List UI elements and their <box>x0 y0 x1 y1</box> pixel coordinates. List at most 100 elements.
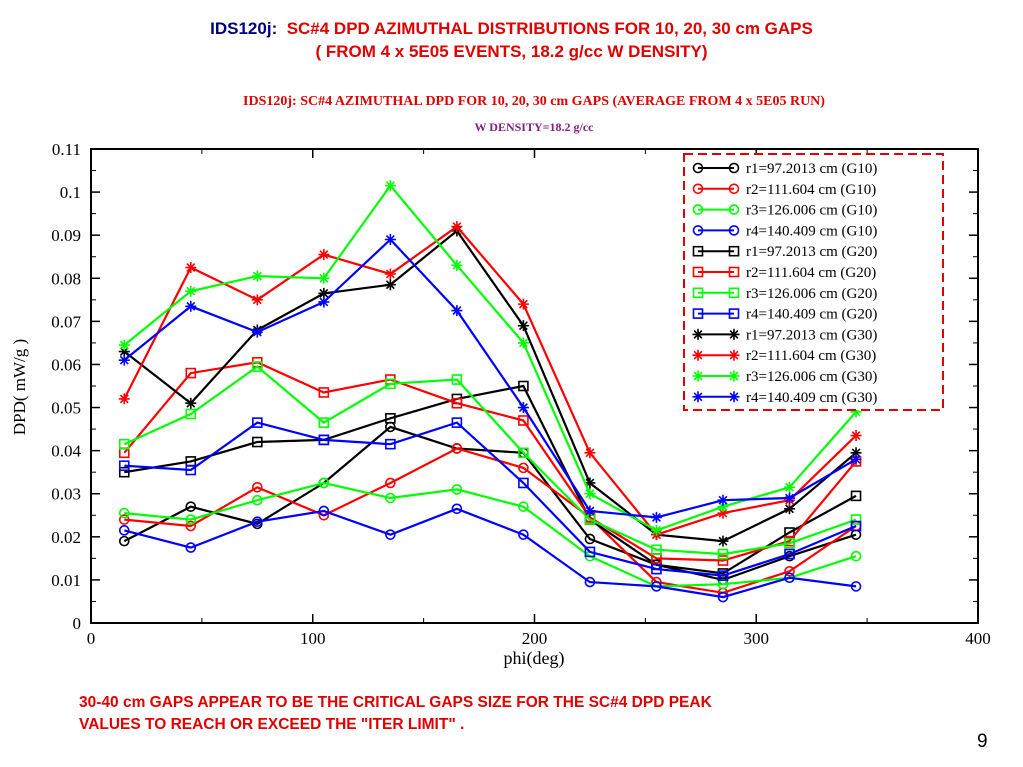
data-point <box>251 270 263 282</box>
data-point <box>451 221 463 233</box>
data-point <box>118 438 130 450</box>
data-point <box>118 507 130 519</box>
data-point <box>318 272 330 284</box>
data-point <box>185 367 197 379</box>
series-line <box>124 447 857 594</box>
legend-label: r1=97.2013 cm (G30) <box>746 327 877 343</box>
series-line <box>124 421 857 577</box>
data-point <box>385 438 396 450</box>
legend-marker <box>728 308 740 319</box>
legend-item: r4=140.409 cm (G30) <box>692 390 877 406</box>
data-point <box>252 361 263 372</box>
data-point <box>651 544 662 556</box>
data-point <box>185 397 197 409</box>
data-point <box>717 591 729 603</box>
data-point <box>185 464 197 476</box>
data-point <box>850 581 862 592</box>
data-point <box>850 490 862 502</box>
data-point <box>717 548 729 560</box>
data-point <box>451 397 463 409</box>
series-7 <box>118 361 862 560</box>
series-line <box>123 425 857 582</box>
legend-marker <box>692 328 704 340</box>
data-point <box>384 268 396 280</box>
data-point <box>318 505 330 517</box>
y-tick-label: 0.09 <box>51 226 81 245</box>
legend-marker <box>692 225 704 236</box>
legend-label: r3=126.006 cm (G30) <box>746 369 877 385</box>
data-point <box>717 555 729 566</box>
legend-item: r2=111.604 cm (G30) <box>692 348 876 364</box>
chart-subtitle: W DENSITY=18.2 g/cc <box>475 120 595 134</box>
series-4 <box>118 503 862 603</box>
data-point <box>517 298 529 310</box>
y-tick-label: 0.11 <box>52 140 81 159</box>
data-point <box>850 406 862 418</box>
data-point <box>118 525 130 536</box>
slide-title-main: SC#4 DPD AZIMUTHAL DISTRIBUTIONS FOR 10,… <box>286 19 813 38</box>
data-point <box>385 492 396 504</box>
data-point <box>318 296 330 308</box>
slide-title: IDS120j: SC#4 DPD AZIMUTHAL DISTRIBUTION… <box>0 19 1023 39</box>
data-point <box>252 516 263 528</box>
legend-marker <box>728 370 740 382</box>
data-point <box>651 563 662 575</box>
legend-marker <box>728 391 740 403</box>
page-number: 9 <box>977 731 988 752</box>
x-tick-label: 200 <box>522 629 548 648</box>
legend-marker <box>728 162 740 174</box>
data-point <box>318 434 330 446</box>
chart-title: IDS120j: SC#4 AZIMUTHAL DPD FOR 10, 20, … <box>243 94 825 109</box>
data-point <box>651 581 662 592</box>
data-point <box>784 565 795 577</box>
legend-marker <box>692 391 704 403</box>
data-point <box>451 443 463 454</box>
legend-box <box>683 153 944 411</box>
data-point <box>318 287 330 299</box>
legend-marker <box>728 349 740 361</box>
data-point <box>451 374 463 385</box>
legend-marker <box>728 245 740 257</box>
data-point <box>252 417 263 428</box>
x-tick-label: 300 <box>744 629 770 648</box>
y-tick-label: 0.03 <box>51 485 81 504</box>
data-point <box>185 501 197 512</box>
data-point <box>518 501 529 512</box>
legend-marker <box>728 204 740 215</box>
data-point <box>385 378 396 390</box>
data-point <box>518 462 529 474</box>
data-point <box>584 576 596 588</box>
data-point <box>118 460 130 472</box>
data-point <box>252 481 263 493</box>
data-point <box>118 514 130 525</box>
series-line <box>123 365 857 556</box>
legend-marker <box>692 204 704 215</box>
legend-marker <box>692 308 704 319</box>
data-point <box>318 477 330 489</box>
x-tick-label: 400 <box>965 629 991 648</box>
data-point <box>318 387 330 398</box>
legend-label: r4=140.409 cm (G20) <box>746 307 877 323</box>
data-point <box>118 535 130 547</box>
data-point <box>451 259 463 271</box>
data-point <box>384 279 396 291</box>
data-point <box>185 408 197 420</box>
legend-item: r3=126.006 cm (G20) <box>692 286 877 302</box>
data-point <box>584 477 596 489</box>
data-point <box>451 417 463 428</box>
series-8 <box>118 417 862 581</box>
legend-item: r2=111.604 cm (G20) <box>692 265 876 281</box>
legend-marker <box>728 287 740 299</box>
legend-label: r3=126.006 cm (G10) <box>746 203 877 219</box>
legend-item: r1=97.2013 cm (G10) <box>692 161 877 177</box>
data-point <box>251 326 263 338</box>
legend-marker <box>692 245 704 257</box>
data-point <box>118 346 130 358</box>
data-point <box>451 305 463 317</box>
legend-item: r3=126.006 cm (G30) <box>692 369 877 385</box>
series-group <box>118 180 862 603</box>
legend-marker <box>692 183 704 195</box>
legend: r1=97.2013 cm (G10) r2=111.604 cm (G10) r3… <box>683 153 944 411</box>
note-line-1: 30-40 cm GAPS APPEAR TO BE THE CRITICAL … <box>79 694 712 711</box>
data-point <box>451 503 463 515</box>
